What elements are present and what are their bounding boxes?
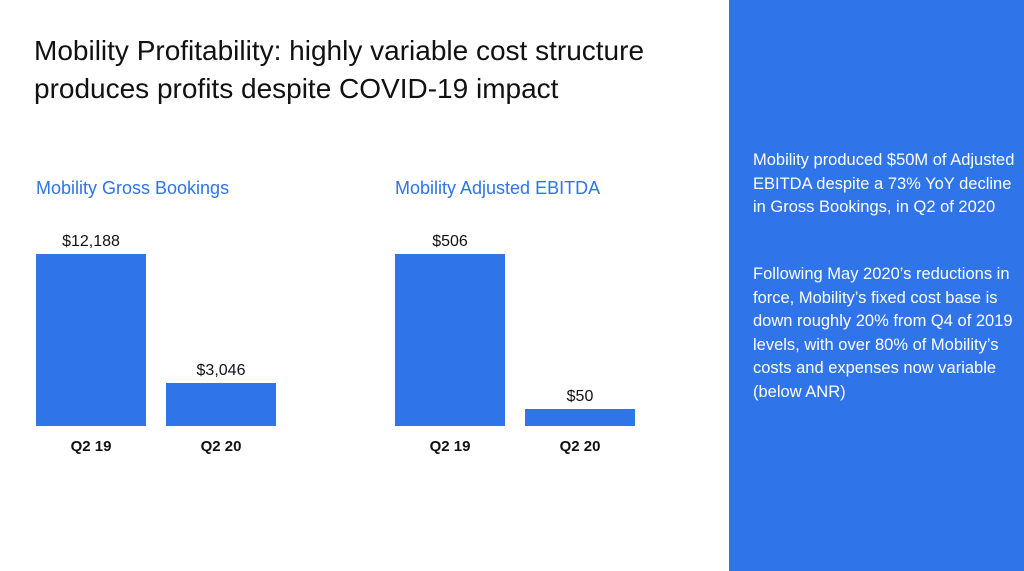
mobility-adjusted-ebitda-bar-0 [395, 254, 505, 426]
commentary-panel: Mobility produced $50M of Adjusted EBITD… [729, 0, 1024, 571]
mobility-gross-bookings-category-label-1: Q2 20 [201, 438, 242, 455]
mobility-adjusted-ebitda-data-label-1: $50 [567, 388, 594, 405]
mobility-gross-bookings-bar-1 [166, 383, 276, 426]
adjusted-ebitda-plot: $506 Q2 19 $50 Q2 20 [395, 233, 635, 455]
mobility-gross-bookings-bar-0 [36, 254, 146, 426]
gross-bookings-chart-title: Mobility Gross Bookings [36, 178, 230, 198]
mobility-adjusted-ebitda-category-label-1: Q2 20 [560, 438, 601, 455]
gross-bookings-plot: $12,188 Q2 19 $3,046 Q2 20 [36, 233, 276, 455]
mobility-adjusted-ebitda-data-label-0: $506 [432, 233, 468, 250]
mobility-gross-bookings-data-label-1: $3,046 [197, 362, 246, 379]
mobility-adjusted-ebitda-category-label-0: Q2 19 [430, 438, 471, 455]
adjusted-ebitda-chart: Mobility Adjusted EBITDA $506 Q2 19 $50 Q2 … [395, 178, 695, 468]
gross-bookings-chart: Mobility Gross Bookings $12,188 Q2 19 $3,0… [36, 178, 336, 468]
mobility-gross-bookings-data-label-0: $12,188 [62, 233, 120, 250]
commentary-paragraph-ebitda: Mobility produced $50M of Adjusted EBITD… [753, 151, 1015, 216]
commentary-paragraph-cost-base: Following May 2020’s reductions in force… [753, 265, 1013, 401]
adjusted-ebitda-chart-title: Mobility Adjusted EBITDA [395, 178, 601, 198]
mobility-gross-bookings-category-label-0: Q2 19 [71, 438, 112, 455]
mobility-adjusted-ebitda-bar-1 [525, 409, 635, 426]
page-title: Mobility Profitability: highly variable … [34, 35, 645, 104]
